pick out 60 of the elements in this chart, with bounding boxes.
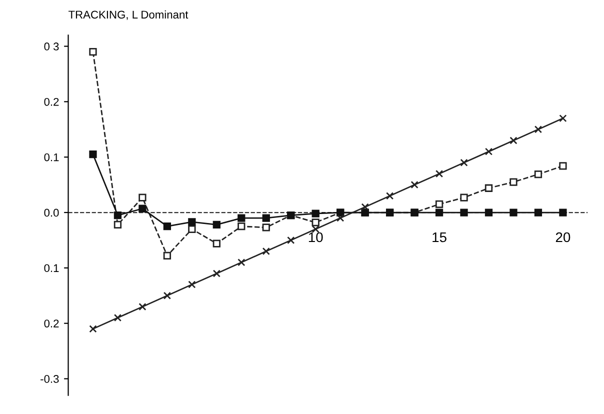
point xyxy=(435,200,444,208)
chart-title: TRACKING, L Dominant xyxy=(68,10,188,20)
x-tick-label: 15 xyxy=(432,232,446,242)
point xyxy=(262,247,270,256)
y-tick-label: -0.3 xyxy=(40,375,59,383)
point xyxy=(163,252,172,260)
point xyxy=(312,210,320,218)
point xyxy=(484,148,493,156)
point xyxy=(89,150,97,158)
point xyxy=(559,162,567,170)
point xyxy=(114,211,122,220)
point xyxy=(114,220,122,229)
y-tick-label: 0.1 xyxy=(44,153,59,162)
point xyxy=(510,136,518,144)
y-tick-label: 0.2 xyxy=(44,320,59,328)
point xyxy=(534,208,542,216)
point xyxy=(188,218,196,226)
point xyxy=(484,208,493,216)
point xyxy=(188,225,196,233)
point xyxy=(212,270,220,278)
point xyxy=(262,224,270,232)
point xyxy=(212,220,220,229)
point xyxy=(460,208,468,216)
point xyxy=(410,180,418,189)
point xyxy=(138,302,146,311)
y-tick-label: 0.0 xyxy=(44,208,59,217)
point xyxy=(138,204,146,212)
point xyxy=(559,208,567,216)
x-tick-label: 10 xyxy=(308,232,323,242)
y-tick-label: 0 3 xyxy=(44,42,59,50)
point xyxy=(114,314,122,322)
point xyxy=(361,203,369,211)
point xyxy=(188,280,196,288)
point xyxy=(435,170,444,178)
point xyxy=(238,222,246,230)
point xyxy=(89,48,97,56)
x-tick-label: 20 xyxy=(556,232,570,242)
point xyxy=(510,178,518,186)
point xyxy=(460,158,468,166)
point xyxy=(460,194,468,202)
point xyxy=(163,222,172,230)
point xyxy=(534,170,542,178)
y-tick-label: 0.2 xyxy=(44,98,59,106)
point xyxy=(559,114,567,122)
point xyxy=(212,240,220,248)
point xyxy=(163,292,172,300)
point xyxy=(534,126,542,134)
point xyxy=(138,194,146,202)
point xyxy=(262,214,270,222)
point xyxy=(510,208,518,216)
point xyxy=(386,192,394,200)
point xyxy=(287,236,295,244)
point xyxy=(336,214,344,222)
y-tick-label: 0.1 xyxy=(44,264,59,272)
point xyxy=(89,325,97,333)
point xyxy=(435,208,444,216)
point xyxy=(312,218,320,226)
point xyxy=(238,214,246,222)
point xyxy=(238,258,246,266)
point xyxy=(484,184,493,192)
